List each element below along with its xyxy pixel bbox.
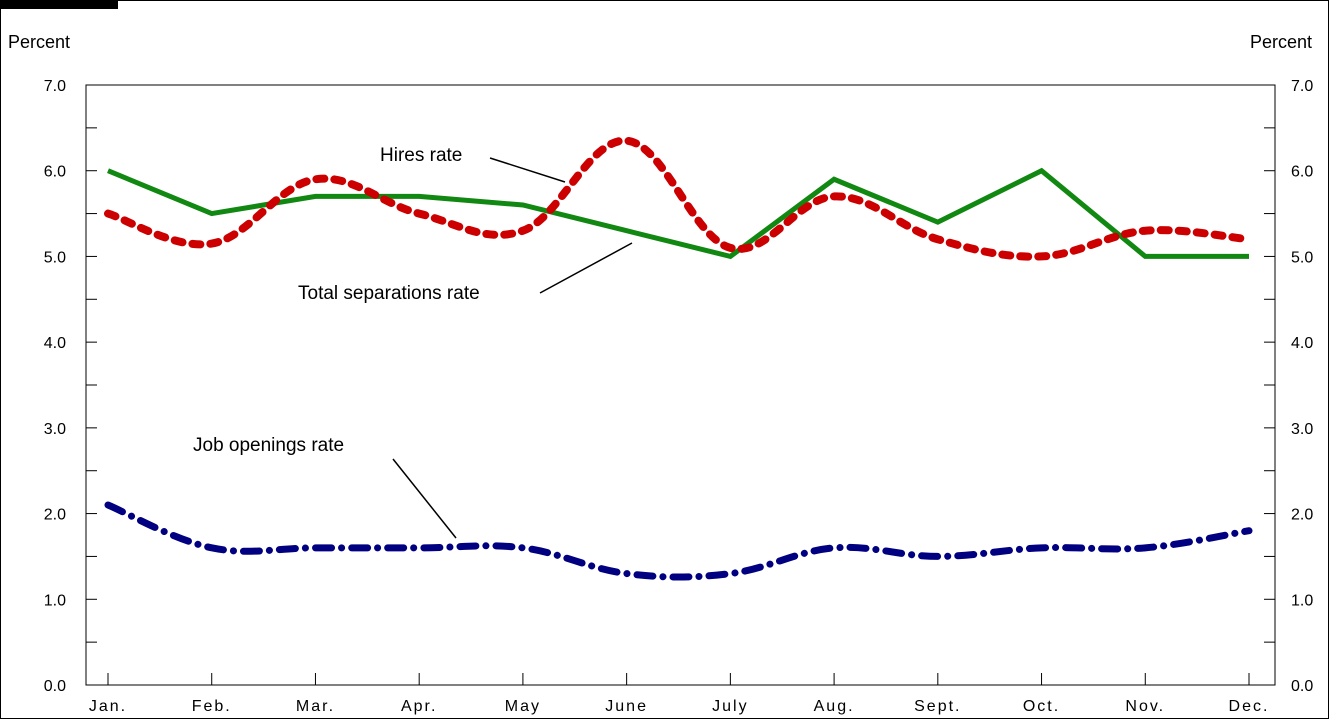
series-line-hires-rate — [104, 136, 1253, 261]
y-tick-label-right: 3.0 — [1291, 421, 1313, 438]
x-tick-label: May — [505, 698, 541, 715]
x-tick-label: Apr. — [401, 698, 437, 715]
y-tick-label-left: 3.0 — [44, 421, 66, 438]
x-tick-label: Nov. — [1125, 698, 1165, 715]
hires-leader-line — [489, 157, 566, 183]
y-tick-label-right: 7.0 — [1291, 78, 1313, 95]
y-tick-label-left: 7.0 — [44, 78, 66, 95]
x-tick-label: Oct. — [1023, 698, 1060, 715]
series-line-total-separations-rate — [107, 167, 1249, 260]
x-tick-label: Feb. — [192, 698, 232, 715]
y-tick-label-right: 6.0 — [1291, 164, 1313, 181]
y-tick-label-left: 2.0 — [44, 507, 66, 524]
y-unit-right: Percent — [1250, 32, 1312, 52]
y-unit-left: Percent — [8, 32, 70, 52]
series-group — [104, 136, 1253, 581]
y-axis-labels-left: 0.0 1.0 2.0 3.0 4.0 5.0 6.0 7.0 — [44, 78, 66, 695]
y-tick-label-left: 1.0 — [44, 592, 66, 609]
annotation-hires-rate: Hires rate — [380, 145, 462, 166]
x-tick-label: July — [712, 698, 748, 715]
y-tick-label-left: 5.0 — [44, 249, 66, 266]
y-tick-label-right: 5.0 — [1291, 249, 1313, 266]
x-tick-label: Jan. — [89, 698, 127, 715]
series-line-job-openings-rate — [104, 501, 1253, 581]
x-tick-label: June — [605, 698, 648, 715]
annotation-job-openings-rate: Job openings rate — [193, 435, 344, 456]
separations-leader-line — [539, 242, 633, 294]
x-tick-label: Mar. — [296, 698, 335, 715]
y-tick-label-left: 4.0 — [44, 335, 66, 352]
x-axis-labels: Jan. Feb. Mar. Apr. May June July Aug. Sept. Oct.… — [89, 698, 1270, 715]
plot-frame — [85, 84, 1276, 686]
y-tick-label-left: 0.0 — [44, 678, 66, 695]
x-tick-label: Aug. — [814, 698, 855, 715]
annotation-total-separations-rate: Total separations rate — [298, 283, 480, 304]
x-axis-ticks — [107, 673, 1250, 685]
y-tick-label-right: 2.0 — [1291, 507, 1313, 524]
y-tick-label-right: 1.0 — [1291, 592, 1313, 609]
y-tick-label-left: 6.0 — [44, 164, 66, 181]
y-tick-label-right: 0.0 — [1291, 678, 1313, 695]
y-tick-label-right: 4.0 — [1291, 335, 1313, 352]
y-axis-labels-right: 0.0 1.0 2.0 3.0 4.0 5.0 6.0 7.0 — [1291, 78, 1313, 695]
x-tick-label: Dec. — [1229, 698, 1270, 715]
corner-tab — [0, 0, 118, 9]
x-tick-label: Sept. — [914, 698, 961, 715]
job-openings-leader-line — [392, 458, 457, 539]
y-axis-ticks — [86, 84, 1275, 686]
